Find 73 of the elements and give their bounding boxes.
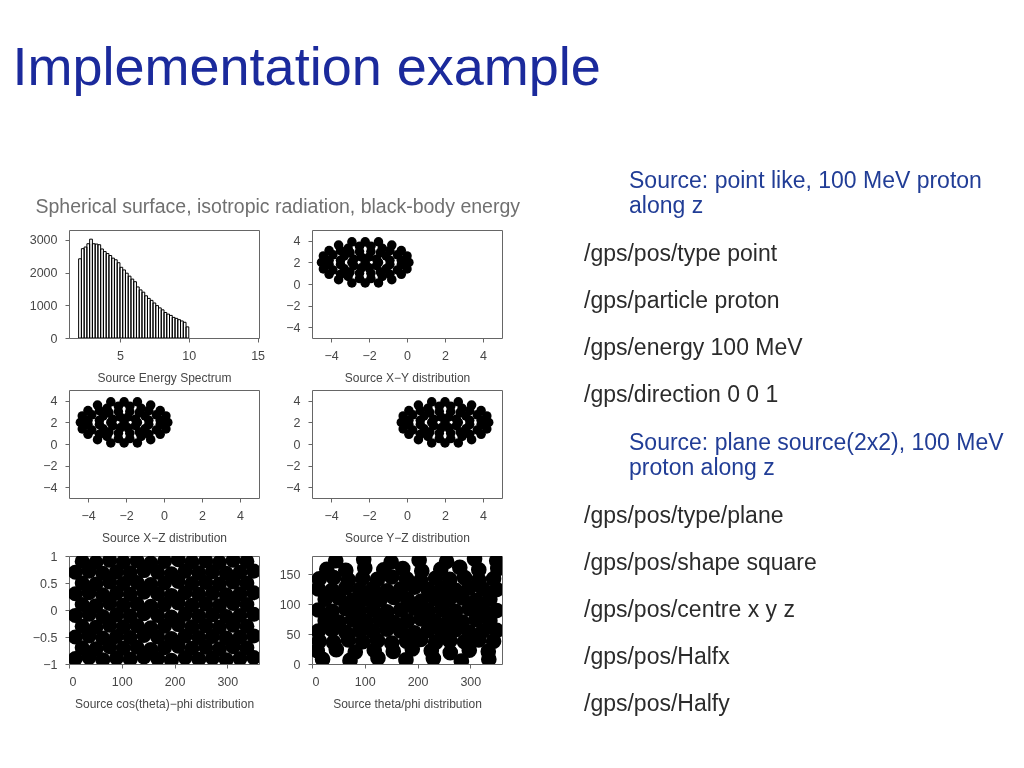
y-tick-label: 0	[50, 331, 58, 346]
y-tick-label: 0.5	[40, 576, 58, 591]
text: Implementation example	[12, 35, 601, 96]
y-tick-label: 0	[293, 657, 301, 672]
text: /gps/pos/type/plane	[584, 501, 784, 528]
y-tick-label: 0	[50, 603, 58, 618]
x-tick-label: −4	[324, 508, 339, 523]
text: /gps/direction 0 0 1	[584, 380, 779, 407]
x-tick-label: −4	[81, 508, 96, 523]
x-axis-title: Source Energy Spectrum	[97, 371, 232, 385]
y-tick-label: 2	[293, 255, 301, 270]
y-tick-label: −4	[286, 480, 301, 495]
x-tick-label: −2	[362, 508, 377, 523]
x-axis-title: Source Y−Z distribution	[345, 531, 470, 545]
x-axis-title: Source theta/phi distribution	[333, 697, 482, 711]
text: /gps/pos/Halfx	[584, 642, 731, 669]
x-axis-title: Source cos(theta)−phi distribution	[74, 697, 255, 711]
x-tick-label: 4	[480, 348, 488, 363]
x-tick-label: 200	[164, 674, 186, 689]
y-tick-label: 4	[293, 234, 301, 249]
y-tick-label: 2	[293, 415, 301, 430]
x-axis-title: Source X−Y distribution	[344, 371, 471, 385]
text: /gps/pos/centre x y z	[584, 595, 795, 622]
y-tick-label: 50	[286, 627, 301, 642]
y-tick-label: 2	[50, 415, 58, 430]
text: Source: plane source(2x2), 100 MeV proton along z	[629, 429, 1005, 480]
x-axis-title: Source X−Z distribution	[101, 531, 228, 545]
x-tick-label: 2	[199, 508, 207, 523]
y-tick-label: −4	[43, 480, 58, 495]
y-tick-label: 1000	[29, 298, 58, 313]
chart-title: Spherical surface, isotropic radiation, black-body energy	[35, 195, 521, 217]
y-tick-label: 0	[293, 277, 301, 292]
x-tick-label: −2	[119, 508, 134, 523]
y-tick-label: −1	[43, 657, 58, 672]
y-tick-label: −2	[286, 299, 301, 314]
x-tick-label: 100	[111, 674, 133, 689]
x-tick-label: −2	[362, 348, 377, 363]
y-tick-label: 4	[50, 394, 58, 409]
x-tick-label: 0	[312, 674, 320, 689]
text: /gps/pos/type point	[584, 239, 778, 266]
text: /gps/particle proton	[584, 286, 780, 313]
y-tick-label: 4	[293, 394, 301, 409]
text: /gps/energy 100 MeV	[584, 333, 804, 360]
y-tick-label: −2	[43, 459, 58, 474]
x-tick-label: 10	[182, 348, 197, 363]
x-tick-label: 5	[116, 348, 124, 363]
x-tick-label: 0	[161, 508, 169, 523]
x-tick-label: −4	[324, 348, 339, 363]
x-tick-label: 0	[69, 674, 77, 689]
y-tick-label: 0	[50, 437, 58, 452]
y-tick-label: −0.5	[32, 630, 58, 645]
x-tick-label: 0	[404, 348, 412, 363]
y-tick-label: 1	[50, 549, 58, 564]
y-tick-label: 2000	[29, 266, 58, 281]
x-tick-label: 2	[442, 348, 450, 363]
x-tick-label: 300	[217, 674, 239, 689]
y-tick-label: 150	[279, 567, 301, 582]
y-tick-label: 100	[279, 597, 301, 612]
x-tick-label: 100	[354, 674, 376, 689]
x-tick-label: 4	[237, 508, 245, 523]
y-tick-label: −2	[286, 459, 301, 474]
text: /gps/pos/Halfy	[584, 689, 731, 716]
y-tick-label: −4	[286, 320, 301, 335]
x-tick-label: 4	[480, 508, 488, 523]
text: Source: point like, 100 MeV proton along z	[629, 167, 982, 218]
x-tick-label: 2	[442, 508, 450, 523]
x-tick-label: 0	[404, 508, 412, 523]
text: /gps/pos/shape square	[584, 548, 817, 575]
x-tick-label: 300	[460, 674, 482, 689]
y-tick-label: 0	[293, 437, 301, 452]
x-tick-label: 200	[407, 674, 429, 689]
y-tick-label: 3000	[29, 233, 58, 248]
x-tick-label: 15	[251, 348, 266, 363]
